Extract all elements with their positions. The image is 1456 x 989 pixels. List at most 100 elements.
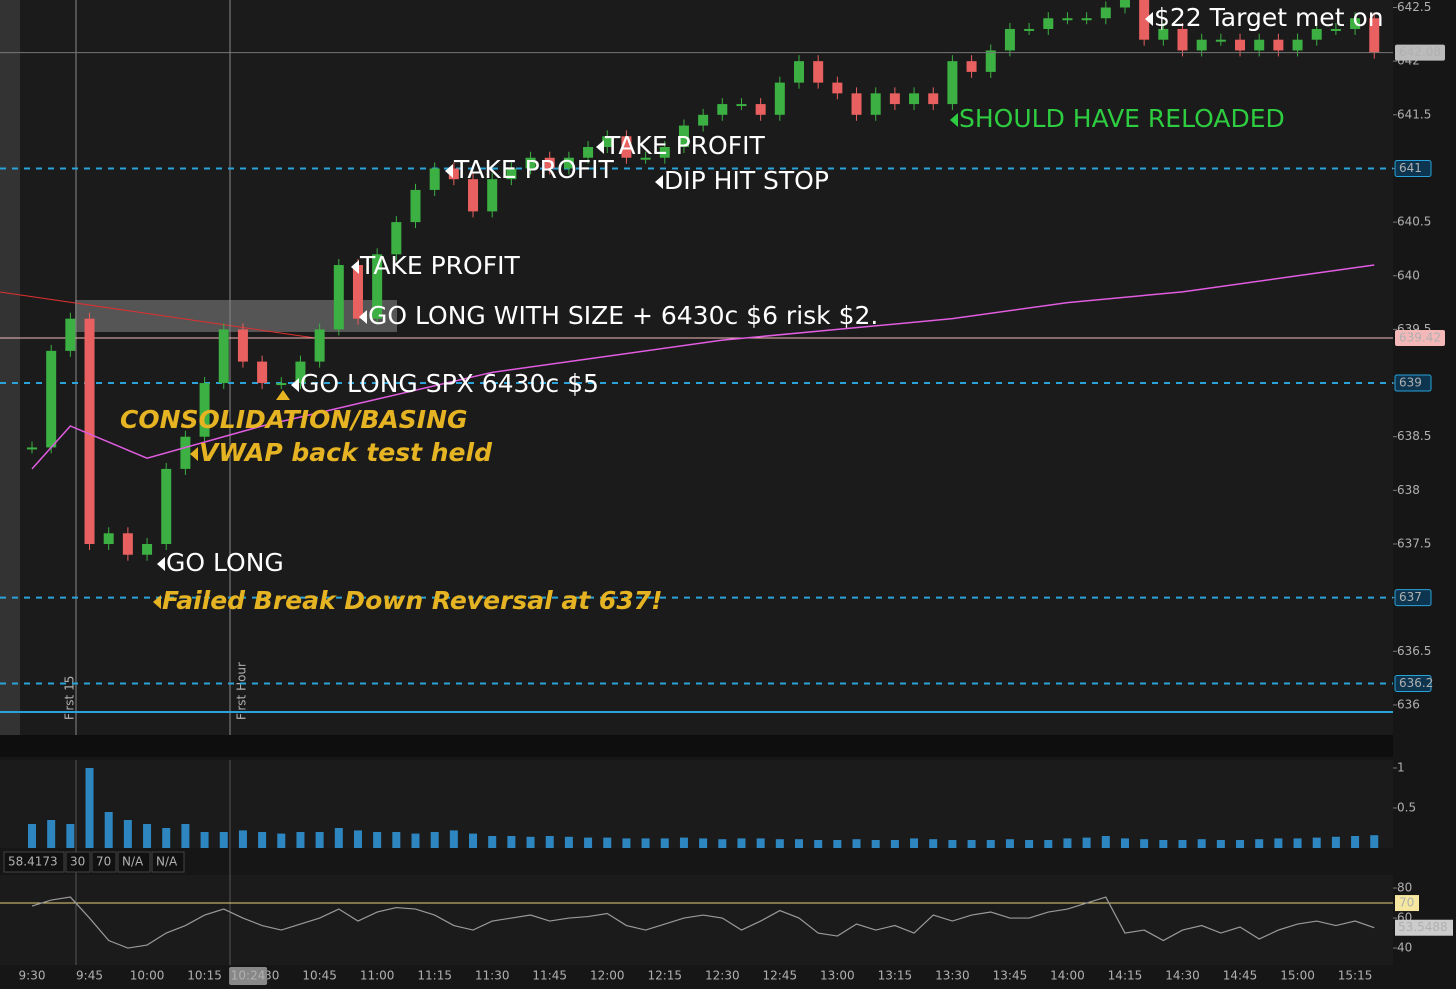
y-tick-label: 636 bbox=[1397, 697, 1420, 711]
annotation-pointer bbox=[1145, 12, 1153, 26]
candle bbox=[1311, 28, 1322, 40]
candle bbox=[774, 82, 785, 115]
volume-bar bbox=[488, 836, 497, 848]
rsi-header-box bbox=[151, 851, 185, 873]
volume-bar bbox=[449, 830, 458, 848]
annotation-pointer bbox=[153, 595, 161, 609]
annotation: GO LONG WITH SIZE + 6430c $6 risk $2. bbox=[368, 301, 878, 330]
candle bbox=[794, 61, 804, 83]
marker-level-box bbox=[1395, 329, 1445, 346]
cursor-label: 10:24 bbox=[231, 969, 266, 983]
y-tick-label: 638.5 bbox=[1397, 429, 1431, 443]
x-tick-label: 12:00 bbox=[590, 969, 625, 983]
candle bbox=[257, 361, 268, 384]
last-price-label: 642.08 bbox=[1399, 45, 1441, 59]
candle bbox=[27, 447, 37, 450]
y-tick-label: 640 bbox=[1397, 268, 1420, 282]
annotation: $22 Target met on bbox=[1154, 3, 1384, 32]
x-tick-label: 14:45 bbox=[1223, 969, 1258, 983]
annotation-pointer bbox=[157, 557, 165, 571]
x-tick-label: 11:15 bbox=[417, 969, 452, 983]
annotation: VWAP back test held bbox=[199, 438, 493, 467]
candle bbox=[1177, 28, 1188, 51]
candle bbox=[372, 254, 383, 319]
rsi-last-box bbox=[1395, 919, 1453, 936]
annotation-pointer bbox=[359, 310, 367, 324]
candle bbox=[103, 533, 114, 545]
volume-bar bbox=[123, 820, 132, 848]
volume-bar bbox=[660, 838, 669, 848]
candle bbox=[1081, 18, 1092, 21]
candle bbox=[1119, 0, 1130, 8]
candle bbox=[46, 350, 57, 448]
volume-bar bbox=[315, 832, 324, 848]
volume-bar bbox=[1082, 837, 1091, 848]
level-box bbox=[1394, 589, 1432, 607]
marker-label: First Hour bbox=[235, 662, 249, 720]
annotation-pointer bbox=[351, 260, 359, 274]
level-label: 637 bbox=[1399, 590, 1422, 604]
x-tick-label: 13:15 bbox=[878, 969, 913, 983]
x-tick-label: 14:00 bbox=[1050, 969, 1085, 983]
candle bbox=[1004, 28, 1015, 51]
volume-bar bbox=[47, 820, 56, 848]
volume-bar bbox=[679, 837, 688, 848]
x-tick-label: 11:45 bbox=[532, 969, 567, 983]
candle bbox=[602, 136, 613, 147]
volume-bar bbox=[699, 838, 708, 848]
y-tick-label: 641.5 bbox=[1397, 107, 1431, 121]
volume-bar bbox=[852, 839, 861, 848]
volume-bar bbox=[66, 824, 75, 848]
candle bbox=[161, 468, 172, 545]
y-tick-label: 642.5 bbox=[1397, 0, 1431, 14]
y-tick-label: 636.5 bbox=[1397, 644, 1431, 658]
candle bbox=[1139, 0, 1150, 40]
marker-label: First 15 bbox=[63, 676, 77, 720]
candle bbox=[832, 82, 843, 94]
candle bbox=[889, 93, 900, 105]
annotation-pointer bbox=[445, 164, 453, 178]
candle bbox=[678, 125, 689, 147]
annotation-pointer bbox=[950, 113, 958, 127]
volume-bar bbox=[200, 832, 209, 848]
x-tick-label: 14:30 bbox=[1165, 969, 1200, 983]
candle bbox=[1254, 39, 1265, 51]
candle bbox=[985, 50, 996, 72]
candle bbox=[1024, 28, 1035, 31]
level-box bbox=[1394, 159, 1432, 177]
volume-bar bbox=[373, 832, 382, 848]
panel-separator bbox=[0, 735, 1393, 757]
volume-bar bbox=[967, 840, 976, 848]
candle bbox=[218, 329, 229, 384]
volume-bar bbox=[775, 839, 784, 848]
x-tick-label: 13:00 bbox=[820, 969, 855, 983]
volume-bar bbox=[1025, 840, 1034, 848]
x-tick-label: 12:45 bbox=[763, 969, 798, 983]
candle bbox=[1235, 39, 1246, 51]
volume-bar bbox=[143, 824, 152, 848]
volume-bar bbox=[1331, 836, 1340, 848]
candle bbox=[947, 61, 958, 105]
premarket-shade bbox=[0, 0, 20, 735]
annotation: CONSOLIDATION/BASING bbox=[120, 405, 468, 434]
annotation-pointer bbox=[596, 140, 604, 154]
candle bbox=[65, 318, 76, 351]
rsi-tick-label: 80 bbox=[1397, 881, 1412, 895]
candle bbox=[333, 265, 344, 330]
candle bbox=[1100, 7, 1111, 19]
volume-bar bbox=[85, 768, 94, 848]
candle bbox=[487, 179, 498, 212]
annotation: TAKE PROFIT bbox=[604, 131, 765, 160]
volume-bar bbox=[469, 833, 478, 848]
candle bbox=[1273, 39, 1284, 51]
level-label: 636.2 bbox=[1399, 676, 1433, 690]
volume-bar bbox=[1063, 838, 1072, 848]
volume-bar bbox=[814, 840, 823, 848]
candle bbox=[1292, 39, 1303, 51]
volume-bar bbox=[1197, 839, 1206, 848]
candle bbox=[1158, 28, 1169, 40]
candle bbox=[659, 147, 670, 158]
candle bbox=[583, 147, 594, 158]
volume-bar bbox=[296, 832, 305, 848]
volume-bar bbox=[104, 812, 113, 848]
